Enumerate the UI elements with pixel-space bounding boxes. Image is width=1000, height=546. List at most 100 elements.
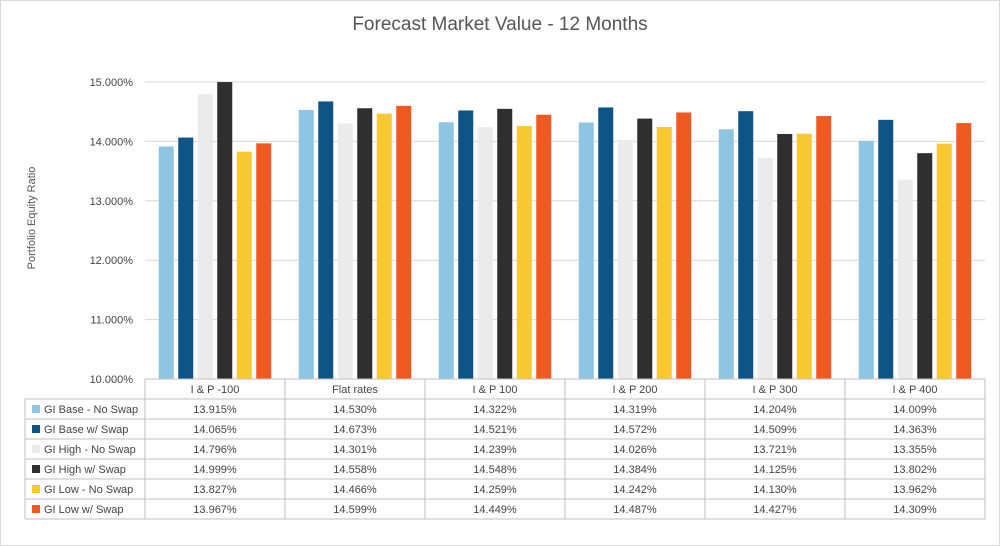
- data-label: 13.721%: [753, 444, 797, 456]
- bar: [197, 94, 213, 379]
- data-label: 14.509%: [753, 424, 797, 436]
- legend-swatch: [32, 405, 40, 413]
- bar: [477, 127, 493, 379]
- data-label: 14.319%: [613, 404, 657, 416]
- data-label: 14.363%: [893, 424, 937, 436]
- y-tick-label: 10.000%: [90, 374, 134, 386]
- data-label: 14.242%: [613, 484, 657, 496]
- bar: [598, 107, 614, 379]
- legend-entry: GI Low w/ Swap: [44, 504, 123, 516]
- bar: [536, 114, 552, 379]
- chart-title: Forecast Market Value - 12 Months: [352, 14, 647, 35]
- data-label: 14.673%: [333, 424, 377, 436]
- bar: [858, 140, 874, 379]
- y-axis-label: Portfolio Equity Ratio: [26, 167, 38, 270]
- bar: [738, 111, 754, 379]
- data-label: 14.427%: [753, 504, 797, 516]
- x-category-label: I & P 400: [892, 384, 937, 396]
- legend-swatch: [32, 485, 40, 493]
- bar: [956, 123, 972, 379]
- data-label: 13.915%: [193, 404, 237, 416]
- data-label: 13.967%: [193, 504, 237, 516]
- bar: [458, 110, 474, 379]
- data-label: 14.796%: [193, 444, 237, 456]
- data-label: 14.599%: [333, 504, 377, 516]
- y-tick-label: 15.000%: [90, 77, 134, 89]
- legend-swatch: [32, 505, 40, 513]
- data-label: 14.530%: [333, 404, 377, 416]
- bar: [656, 127, 672, 379]
- data-label: 14.384%: [613, 464, 657, 476]
- x-category-label: I & P 300: [752, 384, 797, 396]
- bar: [878, 119, 894, 379]
- x-category-label: I & P 100: [472, 384, 517, 396]
- bar: [796, 133, 812, 379]
- x-category-label: I & P -100: [191, 384, 240, 396]
- x-category-label: I & P 200: [612, 384, 657, 396]
- bar: [217, 82, 233, 380]
- data-table: I & P -100 Flat rates I & P 100 I & P 200 I …: [24, 378, 986, 520]
- bar: [676, 112, 692, 379]
- data-label: 14.301%: [333, 444, 377, 456]
- y-tick-label: 14.000%: [90, 136, 134, 148]
- bar: [516, 126, 532, 379]
- bar: [777, 133, 793, 379]
- bar: [718, 129, 734, 379]
- bar: [318, 101, 334, 379]
- data-label: 14.999%: [193, 464, 237, 476]
- bar: [357, 108, 373, 380]
- bar: [256, 143, 272, 379]
- data-label: 14.322%: [473, 404, 517, 416]
- y-tick-label: 12.000%: [90, 255, 134, 267]
- bar: [637, 118, 653, 380]
- data-label: 14.026%: [613, 444, 657, 456]
- bar: [178, 137, 194, 379]
- data-label: 14.466%: [333, 484, 377, 496]
- bar: [376, 113, 392, 379]
- legend-entry: GI Base - No Swap: [44, 404, 138, 416]
- data-label: 14.239%: [473, 444, 517, 456]
- data-label: 13.962%: [893, 484, 937, 496]
- bar: [816, 116, 832, 380]
- bar: [158, 146, 174, 379]
- data-label: 14.204%: [753, 404, 797, 416]
- data-label: 14.558%: [333, 464, 377, 476]
- bar: [236, 151, 252, 379]
- legend-entry: GI Base w/ Swap: [44, 424, 128, 436]
- bar: [936, 143, 952, 379]
- y-tick-label: 13.000%: [90, 196, 134, 208]
- data-label: 13.827%: [193, 484, 237, 496]
- y-axis-ticks: 10.000% 11.000% 12.000% 13.000% 14.000% 15.00…: [90, 77, 134, 386]
- data-label: 14.009%: [893, 404, 937, 416]
- legend-entry: GI High w/ Swap: [44, 464, 126, 476]
- bar: [396, 105, 412, 379]
- legend-entry: GI High - No Swap: [44, 444, 136, 456]
- data-label: 13.802%: [893, 464, 937, 476]
- bars: [158, 82, 972, 380]
- legend-swatch: [32, 445, 40, 453]
- bar: [897, 179, 913, 379]
- y-tick-label: 11.000%: [90, 315, 133, 327]
- data-label: 14.487%: [613, 504, 657, 516]
- data-label: 14.125%: [753, 464, 797, 476]
- legend-entry: GI Low - No Swap: [44, 484, 133, 496]
- bar: [917, 153, 933, 379]
- data-label: 14.521%: [473, 424, 517, 436]
- bar: [578, 122, 594, 379]
- legend-swatch: [32, 425, 40, 433]
- legend-swatch: [32, 465, 40, 473]
- data-label: 14.130%: [753, 484, 797, 496]
- bar: [438, 122, 454, 380]
- data-label: 14.309%: [893, 504, 937, 516]
- data-label: 14.572%: [613, 424, 657, 436]
- data-label: 14.065%: [193, 424, 237, 436]
- data-label: 14.259%: [473, 484, 517, 496]
- data-label: 14.548%: [473, 464, 517, 476]
- x-category-label: Flat rates: [332, 384, 378, 396]
- bar: [757, 157, 773, 379]
- bar: [617, 139, 633, 379]
- bar: [497, 108, 513, 379]
- bar: [337, 123, 353, 379]
